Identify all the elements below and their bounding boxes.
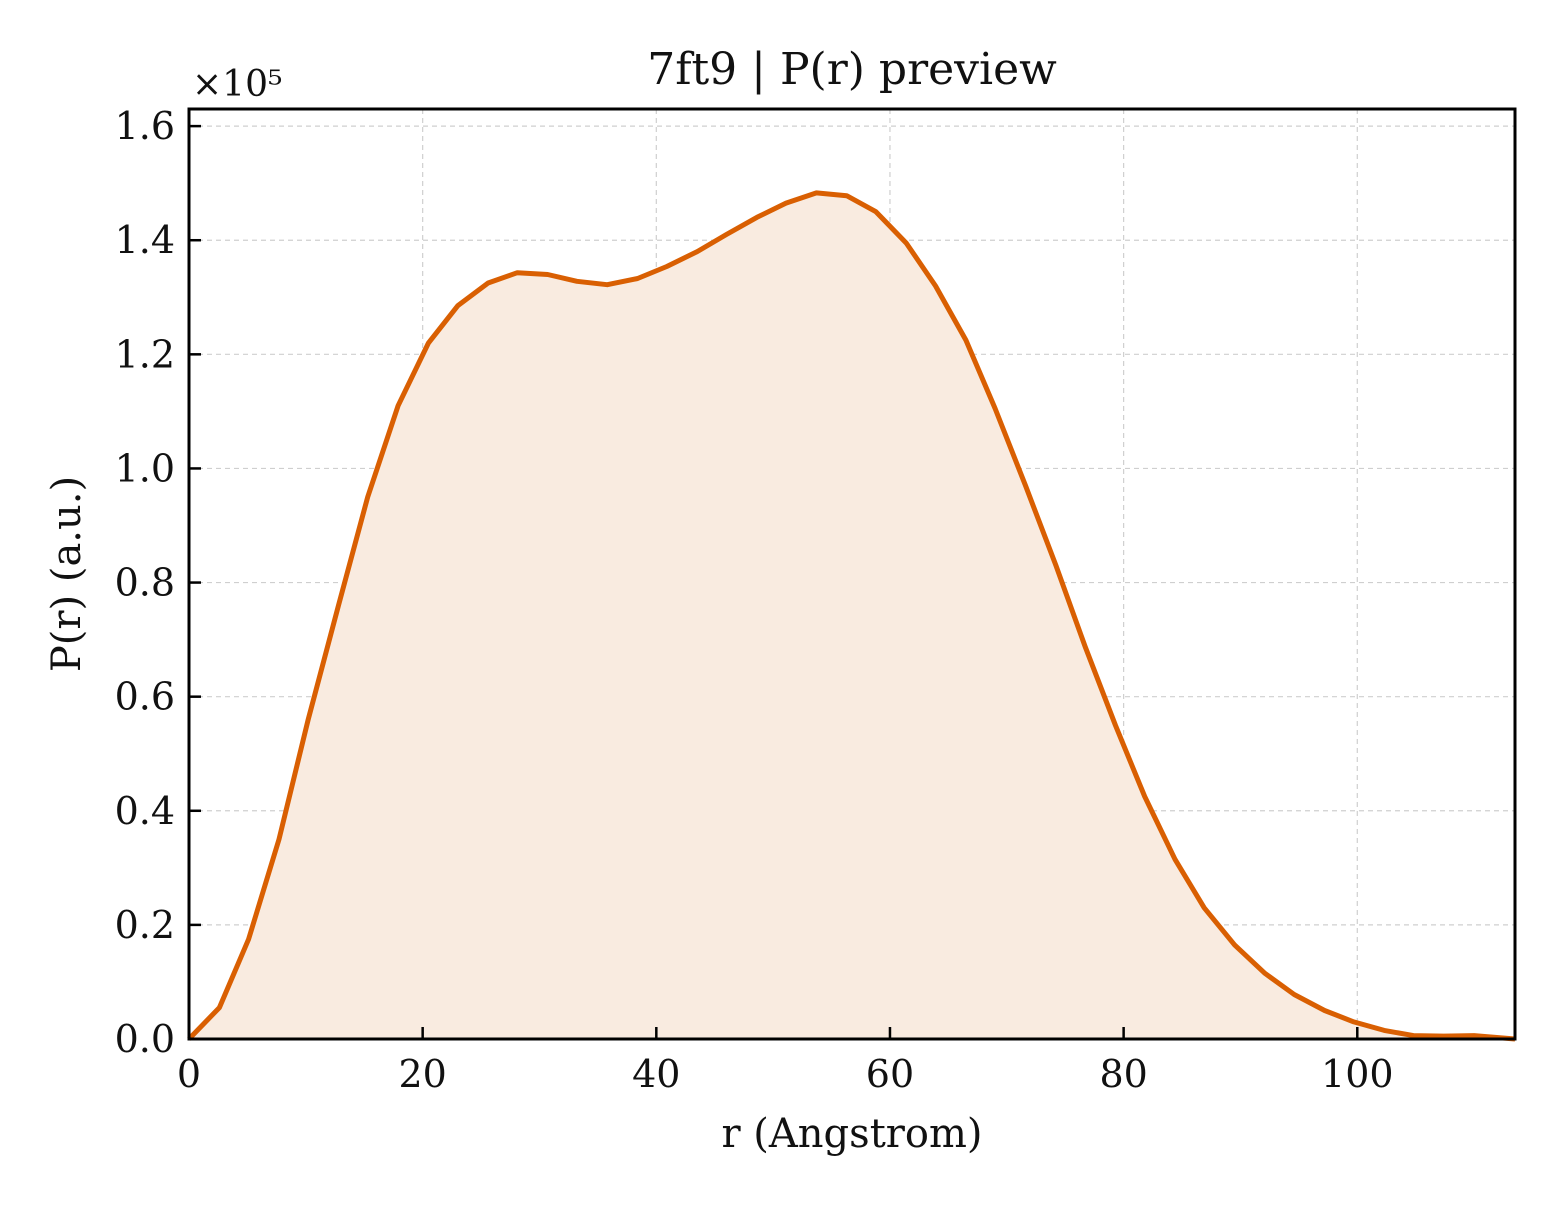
- chart-title: 7ft9 | P(r) preview: [647, 44, 1057, 95]
- x-axis-label: r (Angstrom): [721, 1111, 982, 1157]
- x-tick-label: 100: [1321, 1052, 1394, 1096]
- x-tick-label: 40: [632, 1052, 680, 1096]
- y-tick-label: 0.0: [115, 1017, 175, 1061]
- y-axis-label: P(r) (a.u.): [44, 476, 90, 672]
- y-tick-label: 0.4: [115, 789, 175, 833]
- y-tick-label: 1.0: [115, 446, 175, 490]
- plot-frame: [187, 107, 1517, 1041]
- y-tick-label: 1.2: [115, 332, 175, 376]
- y-tick-label: 0.6: [115, 675, 175, 719]
- x-tick-label: 60: [866, 1052, 914, 1096]
- axis-ticks: 0 20 40 60 80 100 0.0 0.2 0.4 0.6 0.8 1.0 1.2 1.4 1.6: [115, 104, 1394, 1096]
- x-tick-label: 80: [1099, 1052, 1147, 1096]
- y-tick-label: 1.4: [115, 218, 175, 262]
- y-tick-label: 0.8: [115, 561, 175, 605]
- y-tick-label: 0.2: [115, 903, 175, 947]
- pr-area-fill: [189, 192, 1515, 1039]
- x-tick-label: 20: [398, 1052, 446, 1096]
- y-tick-label: 1.6: [115, 104, 175, 148]
- pr-series-line: [187, 190, 1516, 1042]
- x-tick-label: 0: [177, 1052, 201, 1096]
- y-scale-multiplier: ×10⁵: [192, 64, 282, 105]
